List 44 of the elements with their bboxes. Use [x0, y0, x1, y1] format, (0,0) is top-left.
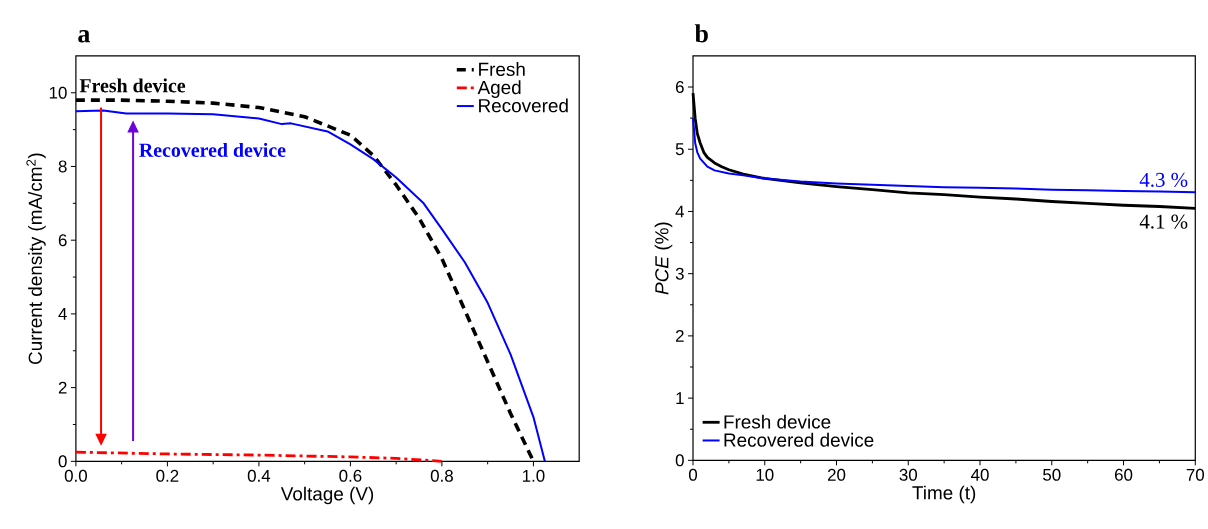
x-tick-label: 40: [971, 468, 989, 481]
legend-label: Aged: [477, 80, 521, 98]
annotation: Recovered device: [139, 142, 286, 157]
y-tick-label: 0: [58, 455, 67, 468]
x-axis-title: Time (t): [912, 485, 976, 504]
y-tick-label: 10: [49, 86, 67, 99]
x-tick-label: 10: [756, 468, 774, 481]
legend-label: Fresh: [479, 62, 525, 76]
x-tick-label: 50: [1043, 468, 1061, 481]
line-series: [74, 450, 444, 463]
y-tick-label: 0: [675, 454, 684, 467]
y-tick-label: 4: [675, 205, 685, 218]
y-axis-title: PCE (%): [654, 222, 673, 295]
x-tick-label: 0.0: [64, 469, 87, 482]
x-tick-label: 0.8: [430, 469, 453, 482]
x-tick-label: 0.6: [339, 469, 362, 482]
x-tick-label: 0.4: [247, 469, 271, 482]
annotation: 4.3 %: [1139, 172, 1188, 187]
x-tick-label: 0: [688, 468, 698, 481]
y-tick-label: 4: [58, 307, 67, 320]
x-tick-label: 70: [1186, 468, 1205, 481]
y-tick-label: 5: [675, 143, 684, 156]
y-tick-label: 1: [676, 392, 684, 404]
legend-label: Fresh device: [724, 414, 831, 429]
line-series: [692, 117, 1197, 194]
x-tick-label: 0.2: [156, 469, 179, 482]
legend-label: Recovered device: [724, 432, 874, 447]
x-tick-label: 1.0: [522, 469, 545, 482]
chart-title: a: [78, 29, 90, 43]
chart-title: b: [694, 24, 708, 43]
y-tick-label: 2: [58, 381, 67, 394]
y-tick-label: 6: [675, 80, 684, 93]
y-tick-label: 3: [675, 267, 684, 280]
y-axis-title: Current density (mA/cm$^{2}$): [26, 153, 46, 364]
x-tick-label: 20: [827, 468, 846, 481]
y-tick-label: 2: [675, 329, 684, 342]
annotation: Fresh device: [79, 78, 186, 93]
legend-label: Recovered: [479, 98, 568, 113]
y-tick-label: 6: [58, 234, 67, 247]
annotation: 4.1 %: [1139, 214, 1188, 229]
x-tick-label: 30: [899, 468, 918, 481]
y-tick-label: 8: [58, 160, 67, 173]
x-axis-title: Voltage (V): [280, 486, 374, 505]
x-tick-label: 60: [1114, 468, 1133, 481]
